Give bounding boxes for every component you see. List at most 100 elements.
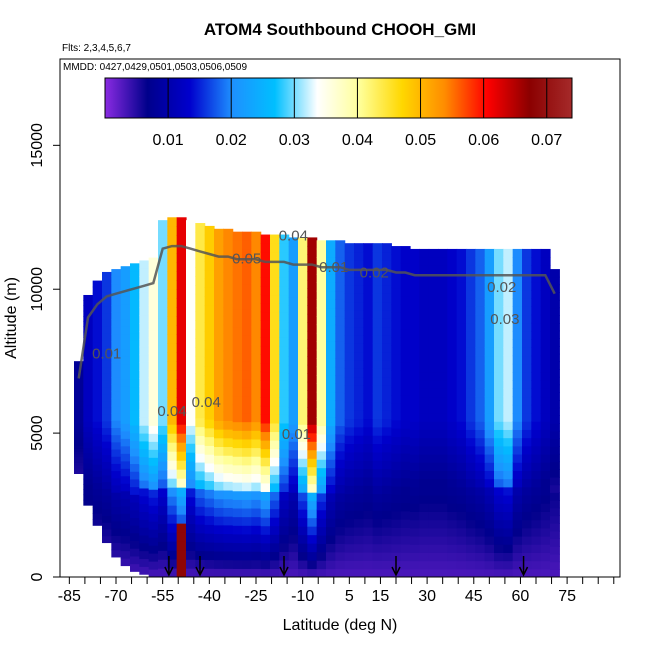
- heatmap-cell: [232, 231, 243, 241]
- heatmap-cell: [92, 347, 103, 355]
- heatmap-cell: [382, 493, 392, 503]
- heatmap-cell: [484, 462, 495, 471]
- heatmap-cell: [158, 505, 168, 516]
- heatmap-cell: [382, 251, 392, 261]
- heatmap-cell: [270, 277, 280, 287]
- heatmap-cell: [354, 410, 364, 420]
- heatmap-cell: [335, 349, 346, 359]
- heatmap-cell: [550, 338, 560, 347]
- heatmap-cell: [382, 368, 392, 378]
- heatmap-cell: [466, 527, 476, 537]
- heatmap-cell: [494, 445, 504, 455]
- heatmap-cell: [512, 552, 523, 562]
- heatmap-cell: [102, 366, 112, 374]
- heatmap-cell: [92, 464, 103, 471]
- heatmap-cell: [307, 475, 318, 485]
- heatmap-cell: [438, 462, 448, 471]
- heatmap-cell: [260, 311, 271, 321]
- heatmap-cell: [503, 453, 514, 463]
- heatmap-cell: [391, 519, 402, 528]
- heatmap-cell: [176, 289, 187, 299]
- heatmap-cell: [354, 551, 364, 561]
- heatmap-cell: [120, 498, 131, 507]
- heatmap-cell: [428, 371, 439, 381]
- heatmap-cell: [186, 478, 196, 489]
- heatmap-cell: [288, 483, 299, 493]
- heatmap-cell: [102, 535, 112, 544]
- heatmap-cell: [288, 407, 299, 417]
- heatmap-cell: [503, 388, 514, 398]
- heatmap-cell: [475, 552, 486, 562]
- heatmap-cell: [260, 517, 271, 527]
- heatmap-cell: [223, 411, 234, 421]
- heatmap-cell: [438, 306, 448, 316]
- heatmap-cell: [326, 358, 336, 368]
- flight-arrow: [518, 556, 529, 577]
- heatmap-cell: [438, 445, 448, 455]
- heatmap-cell: [354, 360, 364, 369]
- heatmap-cell: [223, 420, 234, 430]
- heatmap-cell: [475, 396, 486, 406]
- heatmap-cell: [298, 398, 308, 408]
- heatmap-cell: [344, 276, 355, 286]
- heatmap-cell: [288, 568, 299, 577]
- heatmap-cell: [288, 441, 299, 451]
- heatmap-cell: [102, 346, 112, 354]
- heatmap-cell: [288, 390, 299, 400]
- heatmap-cell: [503, 486, 514, 496]
- heatmap-cell: [447, 437, 458, 447]
- heatmap-cell: [531, 281, 542, 291]
- heatmap-cell: [391, 469, 402, 479]
- heatmap-cell: [354, 368, 364, 378]
- heatmap-cell: [139, 495, 150, 505]
- heatmap-cell: [382, 334, 392, 344]
- heatmap-cell: [344, 284, 355, 294]
- heatmap-cell: [270, 431, 280, 441]
- heatmap-cell: [92, 439, 103, 447]
- heatmap-cell: [223, 437, 234, 448]
- heatmap-cell: [270, 422, 280, 433]
- heatmap-cell: [503, 429, 514, 439]
- heatmap-cell: [186, 345, 196, 355]
- heatmap-cell: [148, 369, 159, 378]
- heatmap-cell: [195, 311, 206, 321]
- heatmap-cell: [307, 517, 318, 527]
- heatmap-cell: [344, 318, 355, 328]
- heatmap-cell: [326, 282, 336, 292]
- heatmap-cell: [363, 410, 374, 420]
- heatmap-cell: [167, 262, 178, 272]
- heatmap-cell: [456, 363, 467, 373]
- heatmap-cell: [102, 373, 112, 381]
- heatmap-cell: [344, 560, 355, 570]
- heatmap-cell: [176, 307, 187, 317]
- heatmap-cell: [391, 246, 402, 255]
- heatmap-cell: [466, 363, 476, 373]
- heatmap-cell: [400, 428, 411, 437]
- heatmap-cell: [251, 568, 262, 577]
- heatmap-cell: [92, 292, 103, 300]
- heatmap-cell: [195, 284, 206, 295]
- heatmap-cell: [102, 332, 112, 341]
- heatmap-cell: [279, 251, 290, 261]
- heatmap-cell: [326, 400, 336, 410]
- heatmap-cell: [326, 560, 336, 570]
- colorbar: [104, 77, 573, 119]
- heatmap-cell: [102, 400, 112, 408]
- heatmap-cell: [522, 265, 532, 275]
- heatmap-cell: [344, 293, 355, 303]
- heatmap-cell: [550, 515, 560, 524]
- heatmap-cell: [214, 359, 224, 369]
- heatmap-cell: [204, 471, 215, 482]
- heatmap-cell: [484, 429, 495, 439]
- heatmap-cell: [186, 398, 196, 409]
- heatmap-cell: [531, 273, 542, 283]
- heatmap-cell: [466, 462, 476, 471]
- heatmap-cell: [382, 426, 392, 436]
- heatmap-cell: [307, 432, 318, 442]
- heatmap-cell: [298, 305, 308, 315]
- heatmap-cell: [550, 453, 560, 463]
- heatmap-cell: [438, 396, 448, 406]
- heatmap-cell: [354, 460, 364, 470]
- contour-layer: [77, 244, 556, 379]
- heatmap-cell: [186, 434, 196, 444]
